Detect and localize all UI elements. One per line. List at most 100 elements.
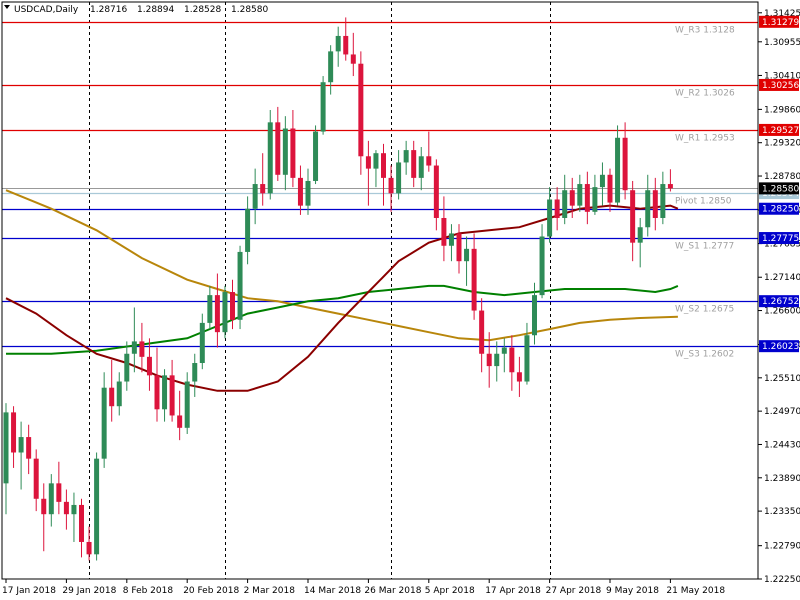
- chart-header: USDCAD,Daily 1.28716 1.28894 1.28528 1.2…: [4, 5, 268, 15]
- candle-body: [328, 51, 334, 83]
- y-tick-label: 1.27140: [764, 273, 800, 283]
- x-tick-label: 9 May 2018: [606, 586, 659, 596]
- candle-body: [592, 187, 598, 212]
- candle-body: [71, 504, 77, 515]
- price-tag-w_s0-bg: [759, 202, 799, 215]
- candle-body: [524, 335, 530, 382]
- y-tick-label: 1.29320: [764, 139, 800, 149]
- ohlc-close: 1.28580: [231, 5, 268, 15]
- candle-body: [131, 341, 137, 354]
- x-tick-label: 20 Feb 2018: [183, 586, 239, 596]
- x-tick-label: 17 Jan 2018: [2, 586, 56, 596]
- moving-averages: [5, 189, 679, 392]
- x-tick-label: 21 May 2018: [666, 586, 725, 596]
- candle-body: [199, 322, 205, 364]
- candle-body: [109, 387, 115, 407]
- candle-body: [418, 156, 424, 178]
- candle-body: [169, 375, 175, 416]
- price-tag-w_r2-bg: [759, 78, 799, 91]
- candle-body: [101, 387, 107, 459]
- candle-body: [501, 347, 507, 354]
- candle-body: [645, 190, 651, 228]
- price-tag-w_s0: 1.28250: [762, 205, 799, 215]
- level-label-w_s3: W_S3 1.2602: [675, 350, 734, 360]
- candle-body: [569, 190, 575, 206]
- candle-body: [177, 415, 183, 428]
- ma-mid-line: [6, 284, 679, 355]
- price-tags: 1.312791.302561.295271.285041.282501.277…: [759, 15, 799, 353]
- y-tick-label: 1.24970: [764, 407, 800, 417]
- level-label-w_r2: W_R2 1.3026: [675, 89, 735, 99]
- candle-body: [146, 356, 152, 376]
- candle-body: [532, 295, 537, 336]
- x-tick-label: 2 Mar 2018: [244, 586, 296, 596]
- candle-body: [33, 458, 39, 499]
- candle-body: [637, 227, 643, 243]
- y-tick-label: 1.28780: [764, 172, 800, 182]
- candle-body: [56, 483, 62, 502]
- candle-body: [94, 458, 100, 555]
- candle-body: [403, 150, 409, 163]
- candle-body: [577, 184, 583, 206]
- ohlc-high: 1.28894: [137, 5, 174, 15]
- candle-body: [11, 412, 17, 453]
- price-tag-w_r3-bg: [759, 15, 799, 28]
- candle-body: [479, 310, 485, 354]
- price-tag-w_r2: 1.30256: [762, 81, 799, 91]
- level-label-pivot: Pivot 1.2850: [675, 197, 732, 207]
- candle-body: [282, 128, 288, 175]
- candle-body: [63, 501, 69, 515]
- candle-body: [18, 437, 24, 453]
- candle-body: [313, 131, 319, 181]
- candle-body: [214, 295, 220, 333]
- plot-frame: [1, 1, 759, 580]
- candle-body: [41, 498, 47, 515]
- y-tick-label: 1.24430: [764, 440, 800, 450]
- y-tick-label: 1.31425: [764, 9, 800, 19]
- candle-body: [290, 128, 296, 178]
- candle-body: [607, 174, 613, 203]
- ohlc-low: 1.28528: [184, 5, 221, 15]
- x-tick-label: 26 Mar 2018: [364, 586, 421, 596]
- candle-body: [388, 177, 394, 194]
- x-tick-label: 8 Feb 2018: [123, 586, 174, 596]
- y-tick-label: 1.25510: [764, 374, 800, 384]
- y-tick-label: 1.30955: [764, 38, 800, 48]
- chart-menu-icon[interactable]: [4, 5, 10, 9]
- candle-body: [275, 122, 281, 175]
- pivot-levels: W_R3 1.3128 W_R2 1.3026 W_R1 1.2953 Pivot 1…: [2, 21, 758, 360]
- price-tag-current: 1.28580: [762, 184, 799, 194]
- candles: [3, 17, 673, 561]
- candle-body: [237, 251, 243, 320]
- y-tick-label: 1.29860: [764, 105, 800, 115]
- candle-body: [584, 184, 590, 212]
- level-label-w_r3: W_R3 1.3128: [675, 26, 735, 36]
- level-label-w_s2: W_S2 1.2675: [675, 305, 734, 315]
- candle-body: [207, 295, 213, 323]
- ohlc-open: 1.28716: [90, 5, 127, 15]
- price-tag-w_s2-bg: [759, 295, 799, 308]
- price-tag-current-bg: [759, 182, 799, 195]
- candle-body: [448, 233, 454, 246]
- y-tick-label: 1.30410: [764, 71, 800, 81]
- candle-body: [426, 156, 432, 166]
- candle-body: [184, 381, 190, 428]
- candle-body: [350, 54, 356, 64]
- x-tick-label: 17 Apr 2018: [485, 586, 541, 596]
- candle-body: [245, 208, 251, 252]
- candle-body: [516, 372, 522, 382]
- candle-body: [622, 137, 628, 191]
- x-tick-label: 5 Apr 2018: [425, 586, 475, 596]
- candle-body: [222, 292, 228, 333]
- candle-body: [297, 177, 303, 206]
- candle-body: [615, 137, 621, 203]
- y-tick-label: 1.23350: [764, 507, 800, 517]
- candle-body: [396, 162, 402, 194]
- candle-body: [486, 353, 492, 367]
- x-tick-label: 14 Mar 2018: [304, 586, 361, 596]
- y-tick-label: 1.22250: [764, 575, 800, 585]
